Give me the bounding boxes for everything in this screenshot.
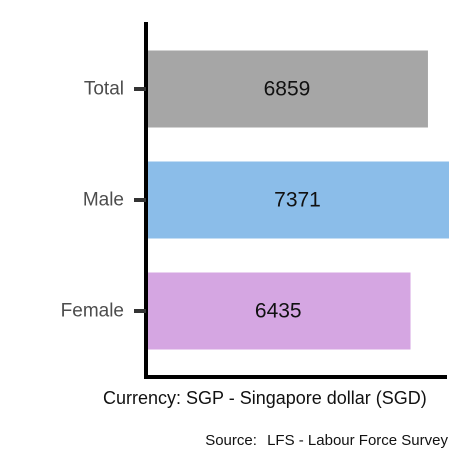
y-ticks-group <box>134 87 146 313</box>
bar-female <box>146 272 411 350</box>
bars-group <box>146 50 449 350</box>
x-axis-label: Currency: SGP - Singapore dollar (SGD) <box>103 388 427 408</box>
source-label: Source: <box>205 432 257 449</box>
value-labels-group: 6859 7371 6435 <box>255 78 321 323</box>
category-label-total: Total <box>84 79 124 100</box>
bar-male <box>146 161 449 239</box>
category-label-male: Male <box>83 190 124 211</box>
source-text: LFS - Labour Force Survey <box>267 432 448 449</box>
bar-total <box>146 50 428 128</box>
value-label-male: 7371 <box>274 189 321 212</box>
source-line: Source: LFS - Labour Force Survey <box>205 432 448 449</box>
category-labels-group: Total Male Female <box>61 79 124 322</box>
value-label-female: 6435 <box>255 300 302 323</box>
category-label-female: Female <box>61 301 124 322</box>
value-label-total: 6859 <box>264 78 311 101</box>
